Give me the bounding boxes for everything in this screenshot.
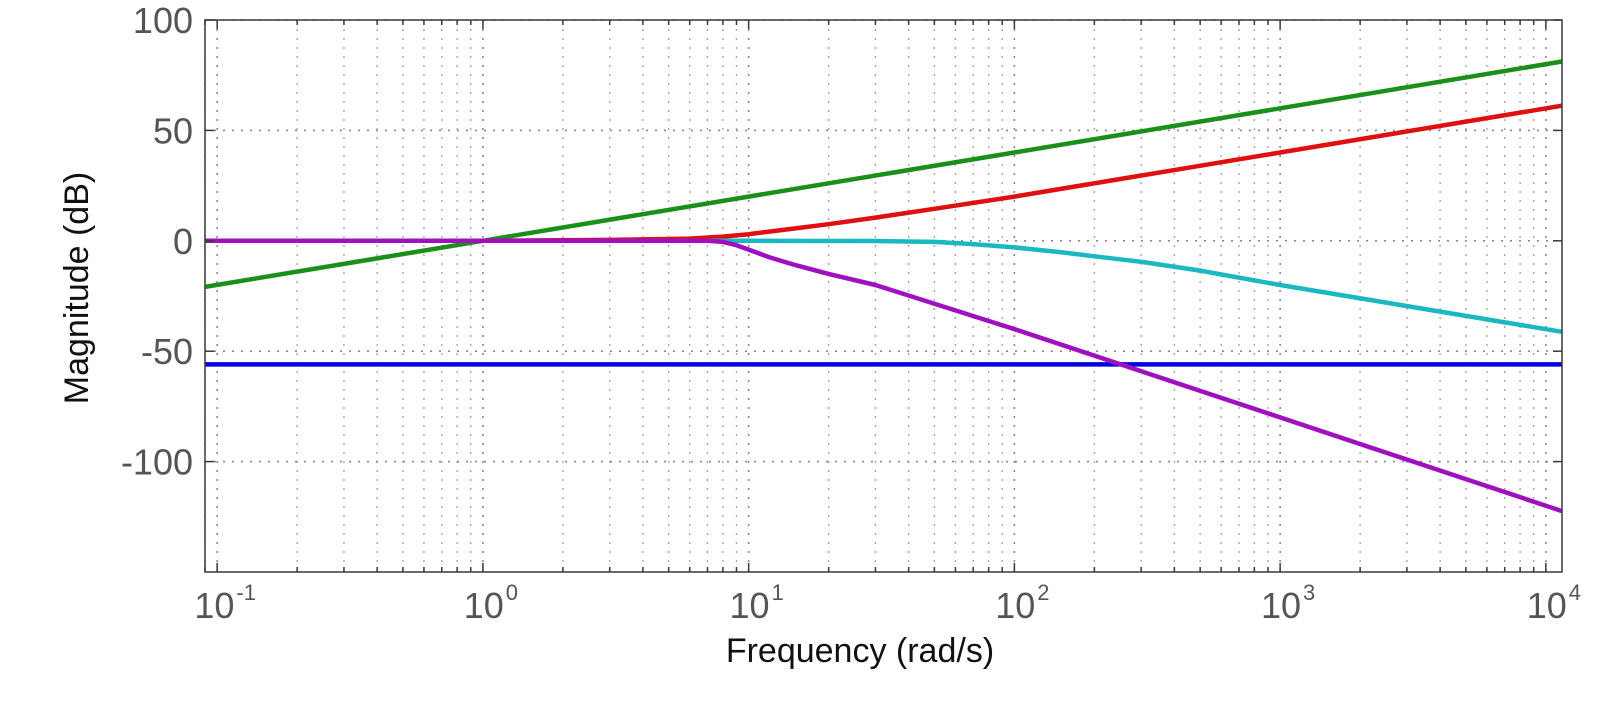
y-tick-label: -50 <box>141 331 193 372</box>
y-tick-labels: 100 50 0 -50 -100 <box>121 0 193 483</box>
x-tick-label: 102 <box>995 580 1049 626</box>
series-line-1 <box>204 59 1563 290</box>
x-tick-label: 101 <box>729 580 783 626</box>
x-tick-label: 103 <box>1261 580 1315 626</box>
x-axis-title: Frequency (rad/s) <box>726 632 994 670</box>
y-tick-label: 0 <box>173 221 193 262</box>
x-tick-label: 10-1 <box>194 580 256 626</box>
plot-frame <box>204 19 1563 573</box>
series-layer <box>204 59 1563 514</box>
y-tick-label: -100 <box>121 442 193 483</box>
x-tick-label: 100 <box>464 580 518 626</box>
y-axis-title: Magnitude (dB) <box>58 172 96 404</box>
y-tick-label: 50 <box>153 110 193 151</box>
x-tick-labels: 10-1 100 101 102 103 104 <box>194 580 1581 626</box>
series-line-5 <box>205 238 1563 514</box>
x-tick-label: 104 <box>1527 580 1581 626</box>
y-tick-label: 100 <box>133 0 193 41</box>
grid-layer <box>204 19 1562 572</box>
tick-layer <box>204 19 1562 572</box>
series-line-3 <box>205 238 1563 335</box>
